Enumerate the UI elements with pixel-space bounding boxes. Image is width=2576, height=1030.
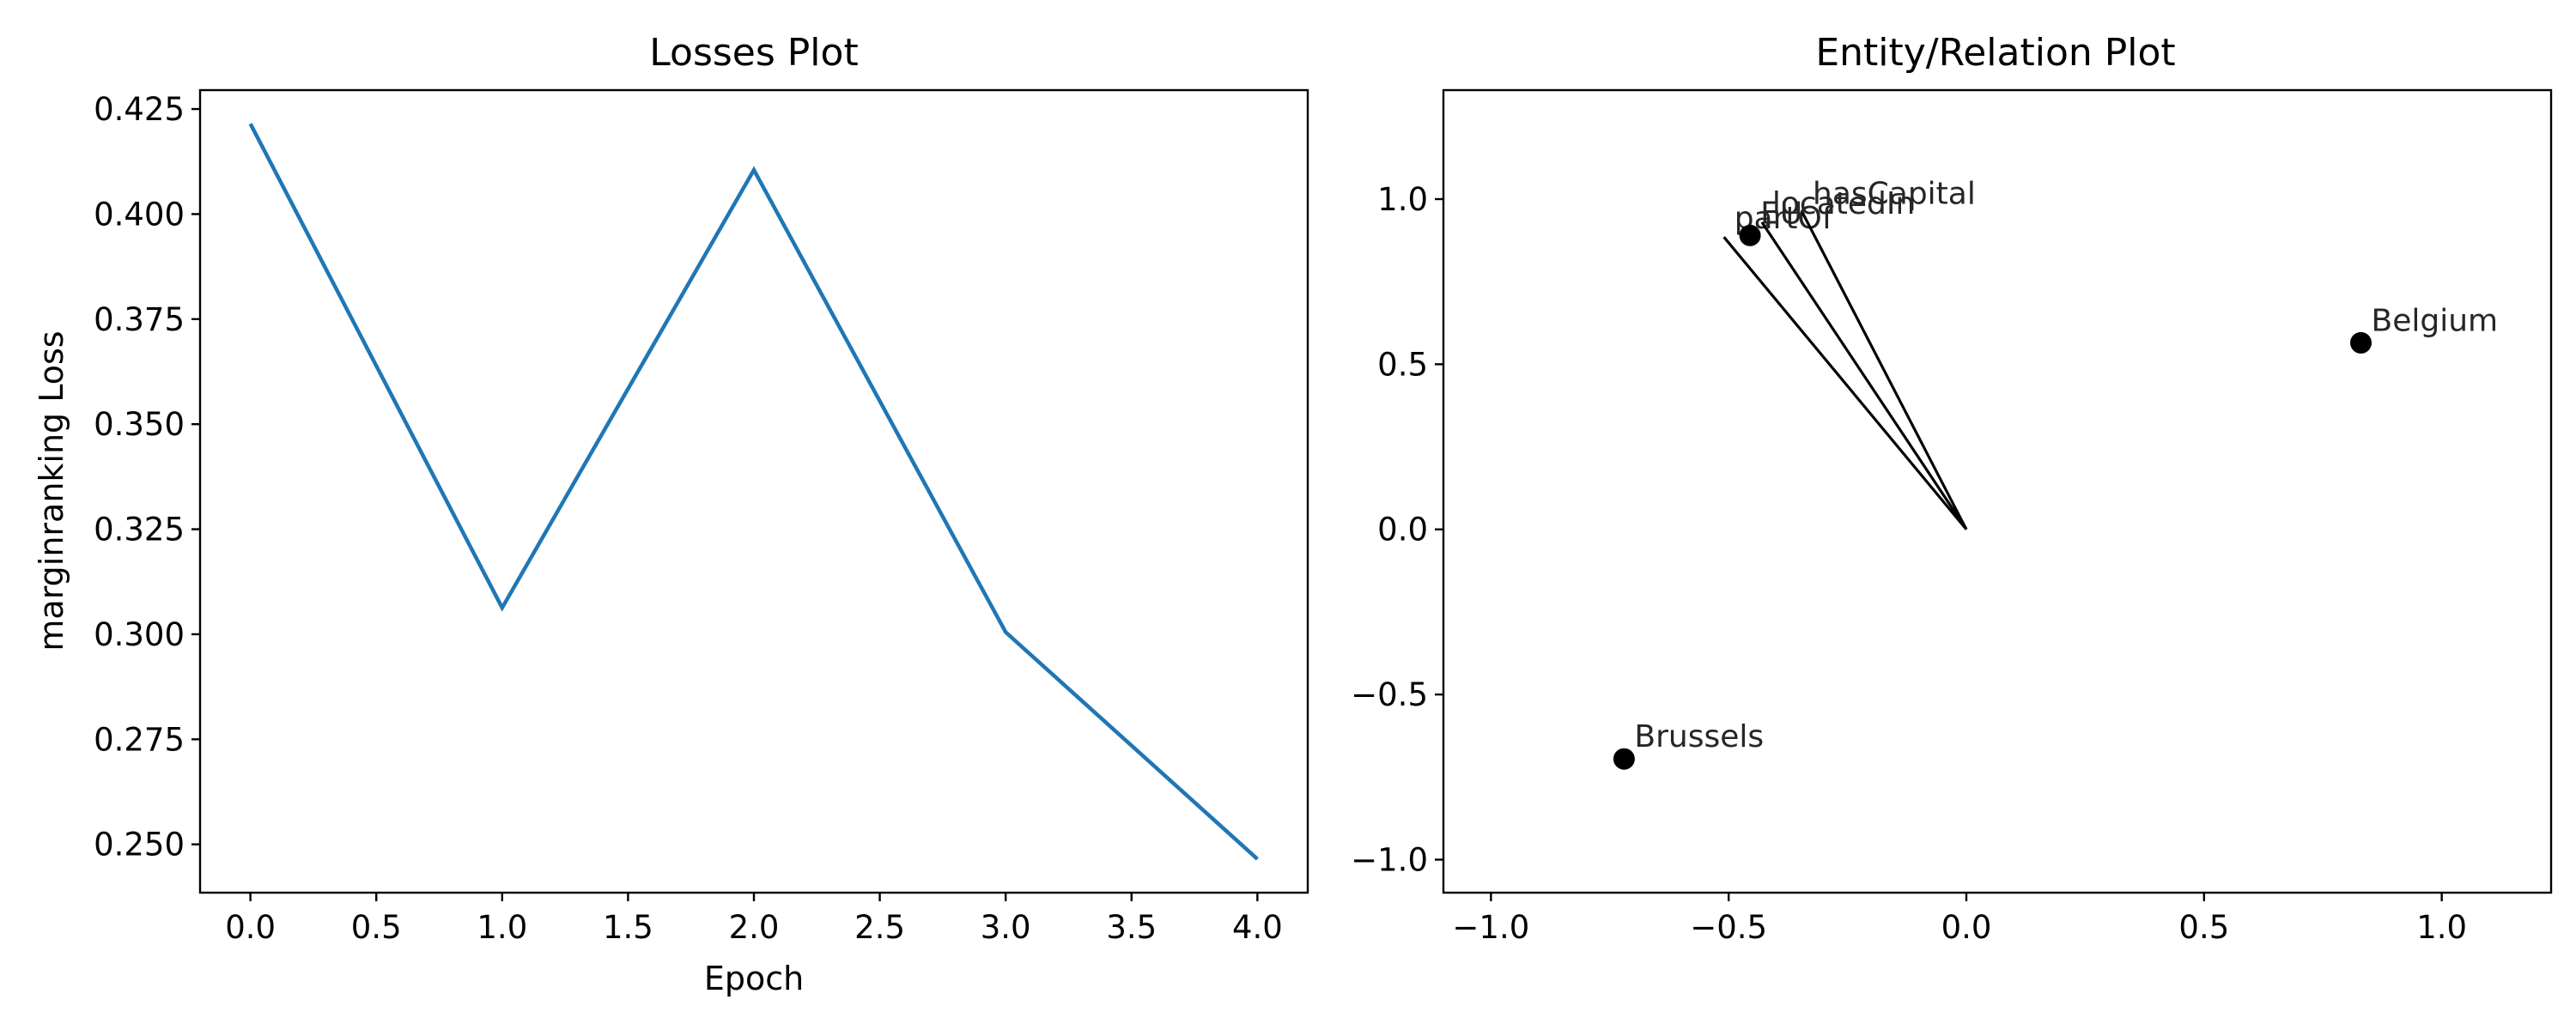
losses-y-tick-label: 0.425 — [94, 91, 185, 128]
losses-x-tick-label: 0.0 — [225, 909, 276, 946]
relation-label: locatedIn — [1772, 186, 1915, 221]
entity-x-tick-label: 0.0 — [1941, 909, 1992, 946]
entity-x-tick-label: 0.5 — [2178, 909, 2229, 946]
losses-plot-frame — [198, 88, 1309, 894]
entity-point — [1739, 224, 1761, 246]
relation-label: hasCapital — [1813, 176, 1976, 211]
losses-x-tick-label: 2.5 — [854, 909, 905, 946]
entity-x-tick-label: −0.5 — [1690, 909, 1767, 946]
relation-vector — [1722, 236, 1968, 530]
entity-points: Brussels Belgium EU — [1613, 196, 2499, 770]
entity-x-tick-label: −1.0 — [1452, 909, 1529, 946]
losses-x-tick-label: 1.5 — [603, 909, 653, 946]
losses-plot: Losses Plot 0.0 0.5 1.0 1.5 2.0 2.5 3.0 3.5 4.00… — [33, 31, 1309, 997]
losses-y-tick-label: 0.275 — [94, 721, 185, 758]
losses-x-tick-label: 3.5 — [1106, 909, 1157, 946]
losses-axes-ticks: 0.0 0.5 1.0 1.5 2.0 2.5 3.0 3.5 4.0 0.250 0.275 0.3… — [94, 91, 1283, 946]
loss-series-line — [248, 123, 1259, 861]
entity-y-tick-label: 1.0 — [1377, 181, 1428, 218]
entity-x-tick-label: 1.0 — [2416, 909, 2467, 946]
entity-y-tick-label: −1.0 — [1351, 842, 1428, 879]
entity-point — [1613, 748, 1635, 770]
losses-x-tick-label: 0.5 — [351, 909, 402, 946]
losses-y-tick-label: 0.375 — [94, 301, 185, 338]
entity-y-tick-label: −0.5 — [1351, 676, 1428, 713]
entity-y-tick-label: 0.5 — [1377, 346, 1428, 383]
losses-x-axis-label: Epoch — [704, 960, 804, 997]
entity-point — [2350, 331, 2372, 354]
relation-vector — [1760, 221, 1968, 530]
losses-y-tick-label: 0.250 — [94, 827, 185, 863]
entity-label: Brussels — [1634, 719, 1764, 754]
entity-relation-plot: Entity/Relation Plot −1.0 −0.5 0.0 0.5 1.0−1… — [1351, 31, 2553, 946]
entity-label: EU — [1760, 196, 1802, 231]
entity-relation-plot-frame — [1442, 88, 2553, 894]
entity-axes-ticks: −1.0 −0.5 0.0 0.5 1.0 −1.0 −0.5 0.0 0.5 1.0 — [1351, 181, 2467, 946]
losses-x-tick-label: 1.0 — [477, 909, 527, 946]
losses-y-tick-label: 0.350 — [94, 406, 185, 443]
relation-vector — [1801, 211, 1968, 530]
losses-y-axis-label: marginranking Loss — [33, 330, 70, 651]
losses-x-tick-label: 4.0 — [1232, 909, 1283, 946]
losses-plot-title: Losses Plot — [649, 31, 858, 75]
losses-y-tick-label: 0.325 — [94, 512, 185, 548]
losses-x-tick-label: 3.0 — [981, 909, 1031, 946]
losses-y-tick-label: 0.400 — [94, 196, 185, 233]
entity-y-tick-label: 0.0 — [1377, 512, 1428, 548]
entity-label: Belgium — [2372, 303, 2499, 338]
losses-y-tick-label: 0.300 — [94, 616, 185, 653]
losses-x-tick-label: 2.0 — [729, 909, 780, 946]
entity-relation-plot-title: Entity/Relation Plot — [1815, 31, 2175, 75]
